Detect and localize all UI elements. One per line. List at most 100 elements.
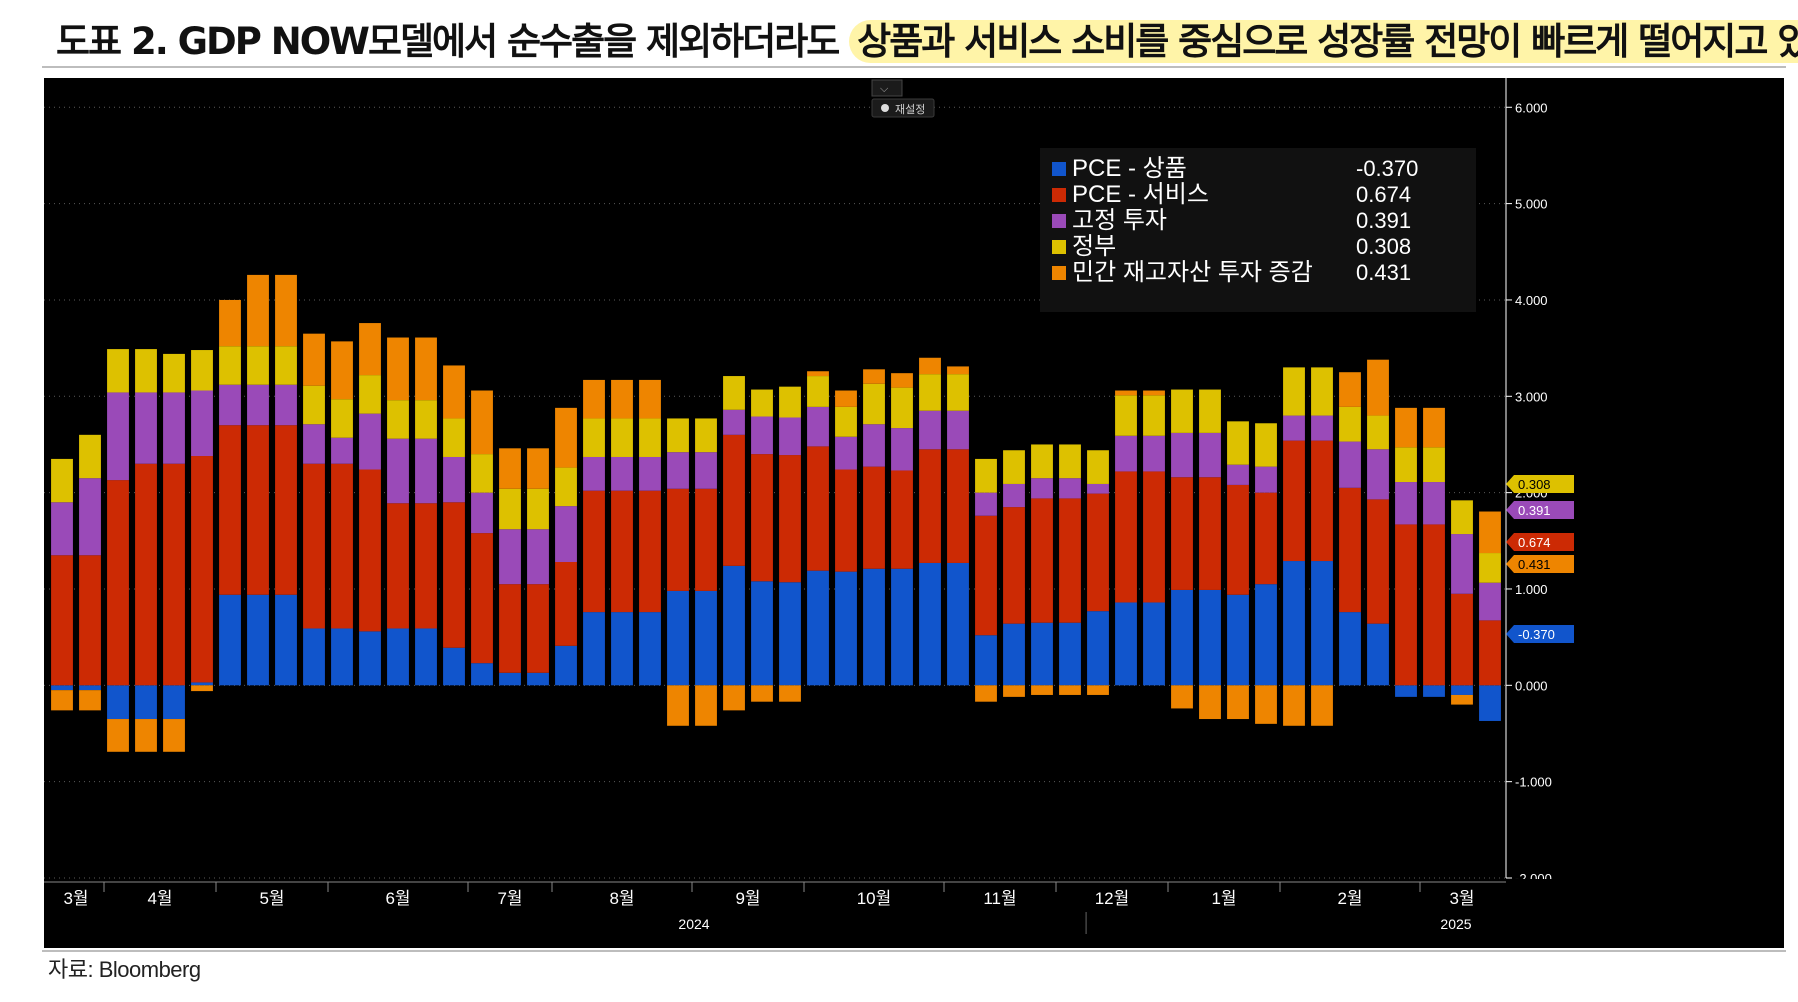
bar-segment bbox=[975, 685, 997, 702]
bar-segment bbox=[583, 379, 605, 419]
bar-segment bbox=[1451, 685, 1473, 695]
bar-segment bbox=[1031, 685, 1053, 695]
bar-segment bbox=[387, 400, 409, 439]
bar-segment bbox=[723, 376, 745, 410]
bar-segment bbox=[863, 424, 885, 467]
bar-segment bbox=[443, 418, 465, 457]
bar-segment bbox=[1227, 685, 1249, 720]
bar-segment bbox=[387, 503, 409, 629]
bars bbox=[51, 274, 1501, 752]
bar-segment bbox=[1115, 471, 1137, 603]
bar-segment bbox=[919, 562, 941, 686]
bar-segment bbox=[1339, 372, 1361, 407]
value-tag-label: 0.391 bbox=[1518, 503, 1551, 518]
bar-segment bbox=[751, 581, 773, 686]
legend-value: 0.391 bbox=[1356, 208, 1411, 233]
bar-segment bbox=[1395, 685, 1417, 697]
bar-segment bbox=[471, 533, 493, 664]
bar-segment bbox=[275, 594, 297, 686]
bar-segment bbox=[1031, 498, 1053, 623]
bar-segment bbox=[1395, 482, 1417, 525]
bar-segment bbox=[891, 428, 913, 471]
bar-segment bbox=[1227, 594, 1249, 686]
bar-segment bbox=[331, 437, 353, 464]
bar-segment bbox=[1087, 685, 1109, 695]
bar-segment bbox=[1451, 593, 1473, 686]
bar-segment bbox=[303, 333, 325, 386]
bar-segment bbox=[387, 628, 409, 686]
reset-button[interactable] bbox=[871, 98, 935, 118]
bar-segment bbox=[1395, 447, 1417, 483]
bar-segment bbox=[583, 456, 605, 491]
year-label: 2024 bbox=[678, 916, 709, 932]
bar-segment bbox=[891, 373, 913, 388]
bar-segment bbox=[1003, 507, 1025, 624]
legend-label: 민간 재고자산 투자 증감 bbox=[1072, 259, 1313, 286]
bar-segment bbox=[947, 449, 969, 563]
bar-segment bbox=[1003, 450, 1025, 484]
bar-segment bbox=[555, 506, 577, 562]
bar-segment bbox=[807, 406, 829, 447]
bar-segment bbox=[1311, 440, 1333, 562]
bar-segment bbox=[1339, 612, 1361, 686]
bar-segment bbox=[667, 685, 689, 726]
bar-segment bbox=[1227, 464, 1249, 485]
bar-segment bbox=[359, 413, 381, 470]
bar-segment bbox=[863, 369, 885, 384]
x-axis-band bbox=[44, 879, 1784, 948]
bar-segment bbox=[1115, 602, 1137, 686]
bar-segment bbox=[611, 612, 633, 686]
bar-segment bbox=[303, 385, 325, 425]
bar-segment bbox=[695, 590, 717, 686]
bar-segment bbox=[135, 349, 157, 393]
bar-segment bbox=[387, 438, 409, 504]
y-tick-label: 5.000 bbox=[1515, 197, 1548, 212]
bar-segment bbox=[135, 463, 157, 686]
y-tick-label: 3.000 bbox=[1515, 389, 1548, 404]
bar-segment bbox=[359, 323, 381, 376]
bar-segment bbox=[1143, 395, 1165, 436]
bar-segment bbox=[639, 456, 661, 491]
bar-segment bbox=[919, 410, 941, 450]
bar-segment bbox=[247, 384, 269, 426]
value-tag bbox=[1506, 625, 1574, 643]
bar-segment bbox=[1087, 493, 1109, 612]
bar-segment bbox=[1087, 611, 1109, 686]
bar-segment bbox=[975, 515, 997, 636]
bar-segment bbox=[1283, 440, 1305, 562]
chart-toolbar[interactable]: ⌵ 재설정 bbox=[871, 79, 935, 118]
year-label: 2025 bbox=[1440, 916, 1471, 932]
reset-icon bbox=[881, 104, 889, 112]
bar-segment bbox=[1479, 511, 1501, 554]
bar-segment bbox=[1199, 389, 1221, 433]
bar-segment bbox=[779, 455, 801, 583]
bar-segment bbox=[1199, 477, 1221, 590]
bar-segment bbox=[1003, 623, 1025, 686]
chart-type-button[interactable] bbox=[871, 79, 903, 97]
x-month-label: 3월 bbox=[1449, 889, 1474, 908]
bar-segment bbox=[51, 555, 73, 686]
bar-segment bbox=[51, 690, 73, 711]
bar-segment bbox=[219, 384, 241, 426]
x-month-label: 5월 bbox=[259, 889, 284, 908]
bar-segment bbox=[1171, 589, 1193, 686]
x-month-label: 3월 bbox=[63, 889, 88, 908]
value-tag bbox=[1506, 475, 1574, 493]
bar-segment bbox=[219, 425, 241, 595]
value-tag bbox=[1506, 501, 1574, 519]
bar-segment bbox=[723, 565, 745, 686]
bar-segment bbox=[1031, 622, 1053, 686]
bar-segment bbox=[527, 448, 549, 489]
bar-segment bbox=[1199, 589, 1221, 686]
bar-segment bbox=[415, 628, 437, 686]
bar-segment bbox=[667, 452, 689, 489]
bar-segment bbox=[947, 366, 969, 375]
bar-segment bbox=[1115, 435, 1137, 472]
bar-segment bbox=[443, 456, 465, 503]
bar-segment bbox=[527, 672, 549, 686]
legend-swatch bbox=[1052, 188, 1066, 202]
bar-segment bbox=[1059, 622, 1081, 686]
bar-segment bbox=[919, 374, 941, 411]
bar-segment bbox=[807, 570, 829, 686]
bar-segment bbox=[919, 449, 941, 563]
